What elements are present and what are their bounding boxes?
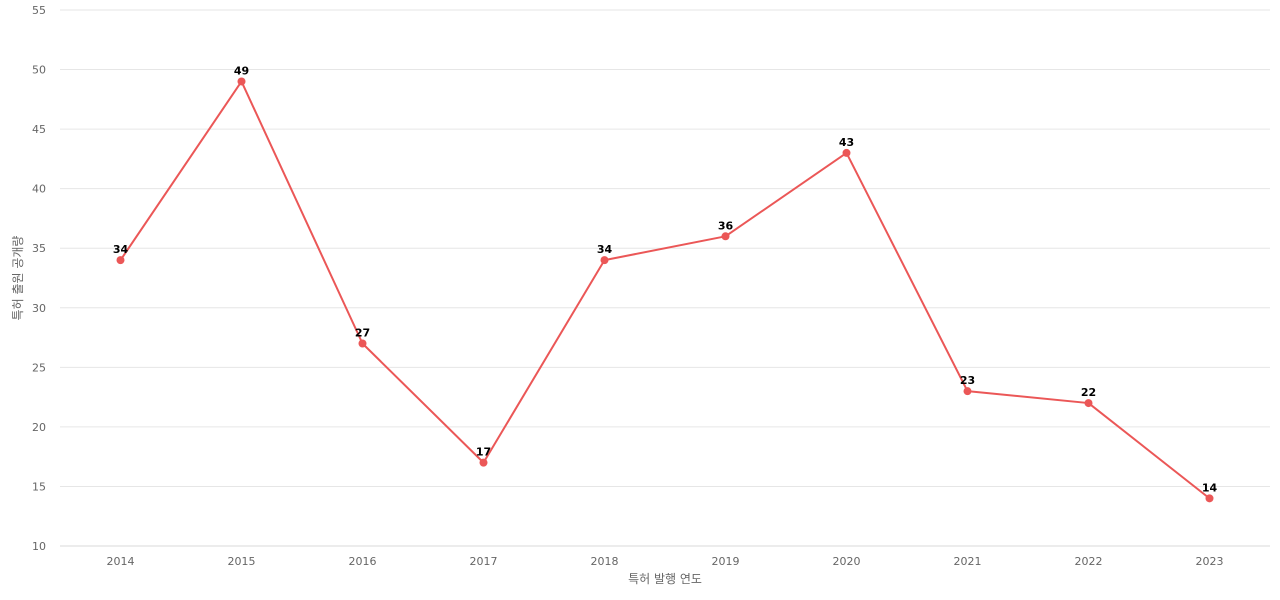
x-tick-label: 2021 — [954, 555, 982, 568]
y-axis-title: 특허 출원 공개량 — [11, 236, 25, 321]
y-tick-label: 10 — [32, 540, 46, 553]
data-label-2015: 49 — [234, 64, 249, 77]
x-axis-title: 특허 발행 연도 — [628, 571, 702, 586]
data-labels: 34 49 27 17 34 36 43 23 22 14 — [113, 64, 1218, 494]
series-line — [119, 80, 1211, 500]
y-tick-label: 20 — [32, 421, 46, 434]
x-axis-ticks: 2014 2015 2016 2017 2018 2019 2020 2021 2022 2023 — [107, 555, 1224, 568]
data-point-2018[interactable] — [600, 256, 609, 265]
x-tick-label: 2016 — [349, 555, 377, 568]
y-tick-label: 35 — [32, 242, 46, 255]
data-point-2017[interactable] — [479, 458, 488, 467]
data-label-2019: 36 — [718, 219, 734, 232]
data-label-2016: 27 — [355, 327, 370, 340]
x-tick-label: 2023 — [1196, 555, 1224, 568]
data-point-2014[interactable] — [116, 256, 125, 265]
data-point-2021[interactable] — [963, 387, 972, 396]
data-point-2020[interactable] — [842, 148, 851, 157]
x-tick-label: 2018 — [591, 555, 619, 568]
x-tick-label: 2015 — [228, 555, 256, 568]
data-label-2018: 34 — [597, 243, 613, 256]
y-tick-label: 55 — [32, 4, 46, 17]
x-tick-label: 2017 — [470, 555, 498, 568]
data-label-2020: 43 — [839, 136, 854, 149]
data-label-2022: 22 — [1081, 386, 1096, 399]
y-tick-label: 45 — [32, 123, 46, 136]
data-point-2016[interactable] — [358, 339, 367, 348]
y-tick-label: 40 — [32, 183, 46, 196]
x-tick-label: 2022 — [1075, 555, 1103, 568]
data-label-2017: 17 — [476, 446, 491, 459]
data-point-2023[interactable] — [1205, 494, 1214, 503]
data-label-2023: 14 — [1202, 481, 1218, 494]
y-tick-label: 50 — [32, 64, 46, 77]
y-tick-label: 15 — [32, 480, 46, 493]
series-layer — [116, 77, 1214, 503]
y-tick-label: 30 — [32, 302, 46, 315]
data-point-2019[interactable] — [721, 232, 730, 241]
y-axis-ticks: 10 15 20 25 30 35 40 45 50 55 — [32, 4, 46, 553]
data-point-2022[interactable] — [1084, 399, 1093, 408]
data-point-2015[interactable] — [237, 77, 246, 86]
x-tick-label: 2014 — [107, 555, 135, 568]
x-tick-label: 2020 — [833, 555, 861, 568]
gridlines — [60, 9, 1270, 547]
data-label-2014: 34 — [113, 243, 129, 256]
y-tick-label: 25 — [32, 361, 46, 374]
x-tick-label: 2019 — [712, 555, 740, 568]
data-label-2021: 23 — [960, 374, 975, 387]
